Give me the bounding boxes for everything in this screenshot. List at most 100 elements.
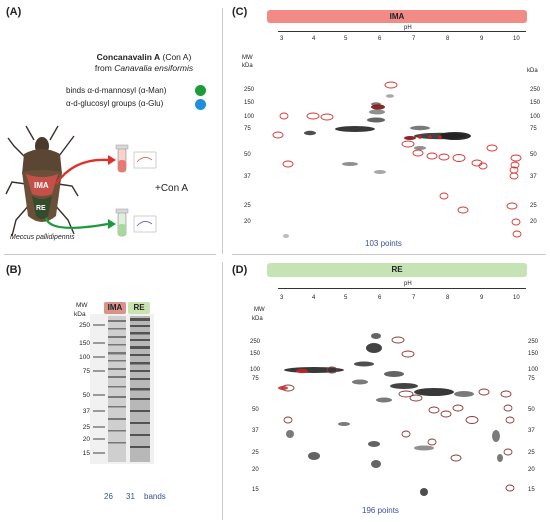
panel-b-re-header: RE [128,302,150,314]
vertical-divider-top [222,8,223,254]
ladder-label: 150 [79,340,90,347]
insect-name: Meccus pallidipennis [10,234,75,241]
binds-line-1: binds α-d-mannosyl (α-Man) [66,86,167,95]
2d-gel-re-image [278,333,515,496]
panel-d-banner: RE [267,263,527,277]
green-arrow [44,217,109,229]
ladder-label: 37 [82,408,90,415]
panel-c-kda-left: kDa [242,63,253,69]
mw-left-label: 37 [244,174,251,180]
panel-d-kda: kDa [252,316,263,322]
mannose-dot-icon [195,85,206,96]
tube-ima-icon [115,144,129,173]
panel-c-kda-right: kDa [527,68,538,74]
mw-left-label: 250 [244,87,255,93]
mw-right-label: 250 [530,87,541,93]
panel-c-banner: IMA [267,10,527,23]
mw-left-label: 150 [250,351,261,357]
ladder-label: 75 [82,368,90,375]
ladder-label: 250 [79,322,90,329]
ladder-label: 100 [79,354,90,361]
panel-c-points: 103 points [365,239,402,248]
panel-c-ph-label: pH [404,25,412,31]
con-a-title-rest: (Con A) [160,52,192,62]
mw-left-label: 75 [252,376,259,382]
mw-left-label: 100 [250,367,261,373]
tube-re-icon [115,208,129,237]
mini-gel-ima-icon [133,151,157,169]
panel-c-mw-right-axis: 250 150 100 75 50 37 25 20 [526,80,550,230]
red-arrow-head-icon [108,155,116,165]
ph-tick-label: 8 [446,36,450,42]
mw-left-label: 20 [244,219,251,225]
mw-right-label: 100 [530,114,541,120]
insect-ima-text: IMA [34,181,49,190]
panel-c-mw: MW [242,55,253,61]
mw-right-label: 150 [528,351,539,357]
horizontal-divider-right [232,254,546,255]
ph-tick-label: 10 [513,36,520,42]
mw-right-label: 37 [530,174,537,180]
ph-tick-label: 5 [344,295,348,301]
con-a-title-bold: Concanavalin A [96,52,161,62]
ph-tick-label: 8 [446,295,450,301]
con-a-source: from Canavalia ensiformis [70,63,218,73]
ph-tick-label: 10 [513,295,520,301]
green-arrow-head-icon [108,219,116,229]
panel-d-ph-axis-line [278,288,526,289]
con-a-species: Canavalia ensiformis [114,63,194,73]
mw-left-label: 25 [252,450,259,456]
ph-tick-label: 6 [378,36,382,42]
ph-tick-label: 5 [344,36,348,42]
ph-tick-label: 4 [312,36,316,42]
ph-tick-label: 3 [280,36,284,42]
panel-d-ph-label: pH [404,281,412,287]
mw-left-label: 15 [252,487,259,493]
panel-b-count-ima: 26 [104,492,113,501]
panel-a-label: (A) [6,6,22,18]
mw-right-label: 25 [530,203,537,209]
panel-d-mw-left-axis: 250 150 100 75 50 37 25 20 15 [250,330,274,500]
mw-left-label: 50 [252,407,259,413]
panel-c-ph-ticks: 3 4 5 6 7 8 9 10 [272,36,532,56]
panel-b-ima-header: IMA [104,302,126,314]
ladder-label: 15 [82,450,90,457]
ladder-label: 20 [82,436,90,443]
mw-right-label: 50 [528,407,535,413]
vertical-divider-bottom [222,262,223,520]
panel-c-mw-left-axis: 250 150 100 75 50 37 25 20 [244,80,274,230]
ph-tick-label: 3 [280,295,284,301]
mw-left-label: 250 [250,339,261,345]
ladder-label: 50 [82,392,90,399]
panel-d-mw-right-axis: 250 150 100 75 50 37 25 20 15 [524,330,550,500]
mini-gel-re-icon [133,215,157,233]
mw-left-label: 50 [244,152,251,158]
mw-right-label: 250 [528,339,539,345]
panel-d-label: (D) [232,264,248,276]
ph-tick-label: 9 [480,295,484,301]
ph-tick-label: 7 [412,295,416,301]
panel-c-label: (C) [232,6,248,18]
mw-right-label: 15 [528,487,535,493]
panel-d-points: 196 points [362,506,399,515]
panel-c-ph-axis-line [278,31,526,32]
ph-tick-label: 4 [312,295,316,301]
glucose-dot-icon [195,99,206,110]
mw-left-label: 100 [244,114,255,120]
mw-left-label: 37 [252,428,259,434]
con-a-title: Concanavalin A (Con A) [70,52,218,62]
panel-b-label: (B) [6,264,22,276]
panel-b-bands-word: bands [144,492,166,501]
panel-b-kda: kDa [74,311,86,318]
mw-left-label: 75 [244,126,251,132]
mw-left-label: 25 [244,203,251,209]
panel-d-mw: MW [254,307,265,313]
mw-right-label: 20 [528,467,535,473]
panel-b-mw: MW [76,302,88,309]
mw-right-label: 25 [528,450,535,456]
mw-right-label: 50 [530,152,537,158]
mw-right-label: 37 [528,428,535,434]
ph-tick-label: 6 [378,295,382,301]
panel-d-ph-ticks: 3 4 5 6 7 8 9 10 [272,295,532,315]
binds-line-2: α-d-glucosyl groups (α-Glu) [66,99,164,108]
